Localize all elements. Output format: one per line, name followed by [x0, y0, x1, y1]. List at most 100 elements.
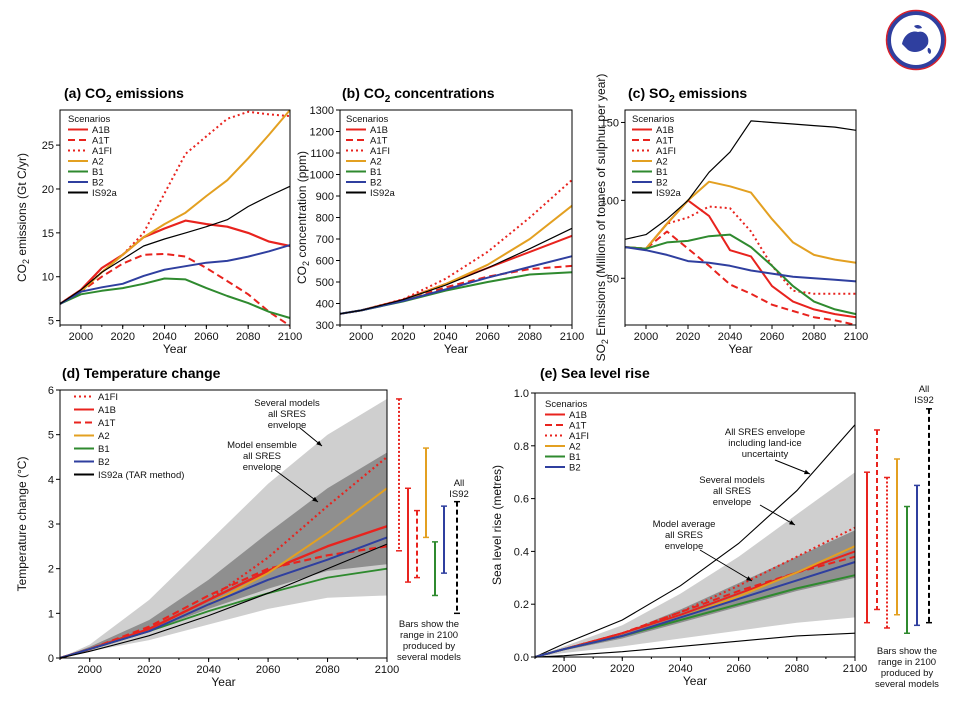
annotation-model-ensemble: envelope	[243, 462, 282, 473]
series-line-a1b	[59, 219, 291, 305]
y-tick-label: 0.6	[514, 494, 529, 506]
panel-title: (d) Temperature change	[62, 365, 221, 381]
y-tick-label: 50	[607, 273, 619, 285]
x-tick-label: 2060	[194, 331, 218, 343]
panel-title: (b) CO2 concentrations	[342, 85, 495, 105]
annotation-model-average: all SRES	[665, 530, 703, 541]
y-tick-label: 5	[48, 316, 54, 328]
series-line-b2	[534, 561, 856, 658]
annotation-all-is92: All	[454, 478, 465, 489]
panel-title-sub: 2	[106, 94, 112, 105]
panel-title-main: (c) SO	[628, 85, 669, 101]
panel-title: (c) SO2 emissions	[628, 85, 747, 105]
y-tick-label: 3	[48, 519, 54, 531]
y-tick-label: 0.0	[514, 652, 529, 664]
y-tick-label: 5	[48, 430, 54, 442]
x-tick-label: 2040	[152, 331, 176, 343]
series-line-a2	[624, 180, 857, 264]
x-tick-label: 2060	[256, 664, 280, 676]
annotation-arrow	[759, 504, 796, 526]
x-axis-label: Year	[728, 342, 752, 356]
series-line-b1	[59, 277, 291, 319]
legend-label: IS92a (TAR method)	[98, 470, 184, 481]
legend-label: B1	[98, 444, 110, 455]
series-line-b2	[59, 244, 291, 305]
x-tick-label: 2020	[610, 663, 634, 675]
x-axis-label: Year	[444, 342, 468, 356]
y-tick-label: 15	[42, 228, 54, 240]
annotation-arrowhead	[789, 520, 795, 525]
legend-label: IS92a	[656, 188, 682, 199]
legend-label: A1B	[98, 405, 116, 416]
annotation-several-models: envelope	[713, 497, 752, 508]
y-tick-label: 0.4	[514, 546, 529, 558]
legend-label: A2	[656, 157, 668, 168]
x-axis-label: Year	[163, 342, 187, 356]
x-tick-label: 2060	[760, 331, 784, 343]
legend-label: B2	[569, 463, 581, 474]
annotation-several-models: all SRES	[268, 409, 306, 420]
annotation-model-ensemble: all SRES	[243, 451, 281, 462]
annotation-land-ice: including land-ice	[728, 438, 801, 449]
y-tick-label: 0.2	[514, 599, 529, 611]
y-tick-label: 100	[601, 195, 619, 207]
x-tick-label: 2060	[726, 663, 750, 675]
series-line-a1fi	[339, 179, 573, 315]
annotation-bars-note: produced by	[881, 668, 934, 679]
legend-label: B1	[92, 167, 104, 178]
x-tick-label: 2080	[236, 331, 260, 343]
annotation-model-average: Model average	[653, 519, 716, 530]
annotation-all-is92: IS92	[449, 489, 469, 500]
annotation-bars-note: produced by	[403, 641, 456, 652]
y-axis-label-main: CO	[15, 264, 29, 282]
annotation-all-is92: IS92	[914, 395, 934, 406]
legend-label: A1FI	[569, 431, 589, 442]
y-axis-label-sub: 2	[301, 261, 311, 266]
legend-label: A1FI	[98, 392, 118, 403]
panel-title: (a) CO2 emissions	[64, 85, 184, 105]
x-tick-label: 2040	[196, 664, 220, 676]
y-tick-label: 1300	[310, 105, 334, 117]
legend-label: B2	[656, 178, 668, 189]
legend-label: B1	[569, 452, 581, 463]
legend-title: Scenarios	[68, 114, 110, 125]
x-tick-label: 2080	[518, 331, 542, 343]
y-tick-label: 0.8	[514, 441, 529, 453]
x-tick-label: 2040	[433, 331, 457, 343]
y-tick-label: 500	[316, 277, 334, 289]
annotation-several-models: Several models	[699, 475, 765, 486]
panel-title-rest: emissions	[675, 85, 748, 101]
x-tick-label: 2000	[69, 331, 93, 343]
panel-title-main: (a) CO	[64, 85, 106, 101]
legend-label: IS92a	[92, 188, 118, 199]
x-tick-label: 2100	[560, 331, 584, 343]
plot-frame	[624, 109, 857, 326]
legend-label: A1T	[98, 418, 116, 429]
y-tick-label: 0	[48, 653, 54, 665]
legend-label: B1	[370, 167, 382, 178]
x-tick-label: 2000	[349, 331, 373, 343]
legend-label: A1FI	[92, 146, 112, 157]
envelope-band	[60, 398, 387, 658]
x-tick-label: 2000	[552, 663, 576, 675]
series-line-a1fi	[624, 205, 856, 295]
x-tick-label: 2020	[676, 331, 700, 343]
annotation-land-ice: uncertainty	[742, 449, 789, 460]
annotation-bars-note: several models	[397, 652, 461, 663]
panel-title: (e) Sea level rise	[540, 365, 650, 381]
legend-label: A2	[98, 431, 110, 442]
y-tick-label: 1100	[310, 148, 334, 160]
legend-title: Scenarios	[545, 399, 587, 410]
y-axis-label: SO2 Emissions (Millions of tonnes of sul…	[594, 74, 610, 362]
y-axis-label-sub: 2	[21, 259, 31, 264]
annotation-arrow	[774, 459, 811, 475]
annotation-arrow	[699, 549, 753, 582]
annotation-several-models: all SRES	[713, 486, 751, 497]
y-axis-label: CO2 emissions (Gt C/yr)	[15, 153, 31, 282]
y-axis-label-rest: emissions (Gt C/yr)	[15, 153, 29, 259]
envelope-band	[60, 452, 387, 658]
